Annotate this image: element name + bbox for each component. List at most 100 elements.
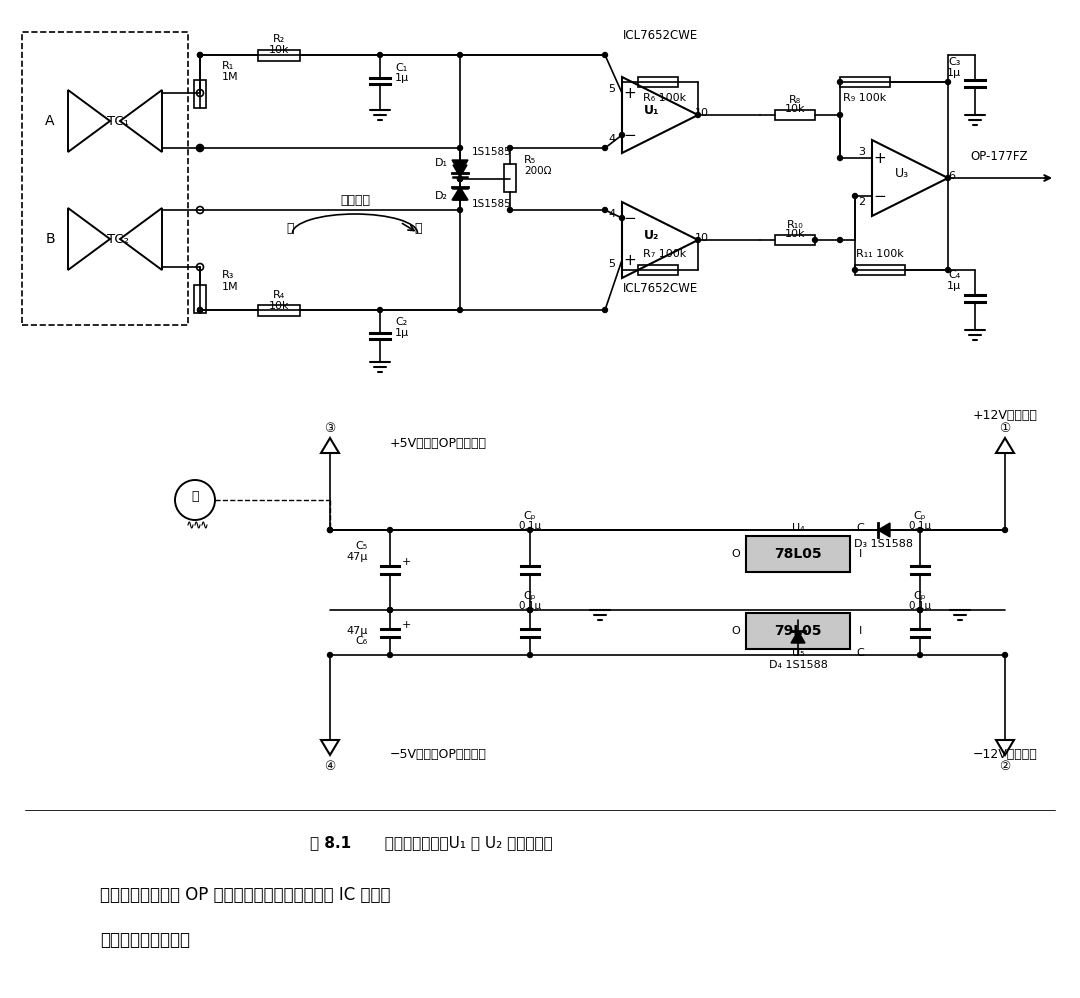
Circle shape [696,238,701,243]
Circle shape [458,146,462,151]
Text: Cₚ: Cₚ [914,511,927,521]
Circle shape [198,146,203,151]
Circle shape [527,653,532,658]
Circle shape [198,307,203,312]
Text: 47μ: 47μ [347,552,368,562]
Circle shape [837,113,842,118]
Text: 10: 10 [696,108,708,118]
Polygon shape [453,165,467,177]
Text: Cₚ: Cₚ [524,511,537,521]
Text: C₆: C₆ [356,636,368,646]
Text: 200Ω: 200Ω [524,166,552,176]
Circle shape [198,307,203,312]
Text: C₄: C₄ [948,270,961,280]
Text: Cₚ: Cₚ [524,591,537,601]
Circle shape [458,208,462,213]
Text: 2: 2 [859,197,865,207]
Text: +: + [402,620,411,630]
Text: TC₂: TC₂ [107,233,129,246]
Text: OP-177FZ: OP-177FZ [970,150,1027,163]
Text: +: + [874,151,887,166]
Text: 10k: 10k [269,301,289,311]
Circle shape [458,177,462,182]
Text: 10: 10 [696,233,708,243]
Circle shape [527,608,532,613]
Circle shape [603,307,607,312]
Text: 1S1585: 1S1585 [472,199,512,209]
Circle shape [327,653,333,658]
Text: R₈: R₈ [788,95,801,105]
Text: O: O [731,626,741,636]
Circle shape [388,528,392,533]
Text: C: C [856,648,864,658]
Text: R₃: R₃ [222,270,234,280]
Text: +5V（到各OP放大器）: +5V（到各OP放大器） [390,436,487,449]
Text: −: − [623,211,636,226]
Circle shape [918,528,922,533]
Text: 高: 高 [415,222,422,235]
Text: 10k: 10k [269,45,289,55]
Text: 0.1μ: 0.1μ [518,521,541,531]
Circle shape [603,146,607,151]
Text: C₅: C₅ [356,541,368,551]
Circle shape [620,133,624,138]
Text: R₅: R₅ [524,155,536,165]
Text: 但是没有任何改善。: 但是没有任何改善。 [100,931,190,949]
Text: R₄: R₄ [273,290,285,300]
Circle shape [918,653,922,658]
Circle shape [918,608,922,613]
Circle shape [620,216,624,221]
Circle shape [378,53,382,58]
Circle shape [945,80,950,85]
Circle shape [1002,653,1008,658]
Text: ③: ③ [324,421,336,434]
Circle shape [527,528,532,533]
Circle shape [1002,528,1008,533]
Text: ICL7652CWE: ICL7652CWE [622,281,698,294]
Text: R₁: R₁ [222,61,234,71]
Text: U₄: U₄ [792,523,805,533]
Polygon shape [453,160,468,173]
Text: ICL7652CWE: ICL7652CWE [622,29,698,42]
Text: C₁: C₁ [395,63,407,73]
Circle shape [918,608,922,613]
Text: +12V输入电源: +12V输入电源 [973,408,1038,421]
Circle shape [603,208,607,213]
Text: U₂: U₂ [645,229,660,242]
Circle shape [603,53,607,58]
Text: 1μ: 1μ [395,328,409,338]
Text: 1S1585: 1S1585 [472,147,512,157]
Text: A: A [45,114,55,128]
Text: R₆ 100k: R₆ 100k [644,93,687,103]
FancyBboxPatch shape [746,536,850,572]
Text: −: − [623,128,636,143]
Text: B: B [45,232,55,246]
Text: R₂: R₂ [273,34,285,44]
Polygon shape [453,188,467,200]
Text: I: I [859,549,862,559]
Text: ②: ② [999,760,1011,773]
Text: Cₚ: Cₚ [914,591,927,601]
Text: −5V（到各OP放大器）: −5V（到各OP放大器） [390,748,487,761]
Polygon shape [791,631,805,643]
Circle shape [198,53,203,58]
Text: D₁: D₁ [435,158,448,168]
Text: 0.1μ: 0.1μ [518,601,541,611]
FancyBboxPatch shape [746,613,850,649]
Text: C₂: C₂ [395,317,407,327]
Text: C₃: C₃ [948,57,961,67]
Text: R₁₁ 100k: R₁₁ 100k [856,249,904,259]
Text: 47μ: 47μ [347,626,368,636]
Circle shape [812,238,818,243]
Text: U₁: U₁ [645,104,660,117]
Text: 热: 热 [191,489,199,503]
Text: 4: 4 [608,209,616,219]
Text: 0.1μ: 0.1μ [908,521,932,531]
Text: I: I [859,626,862,636]
Circle shape [696,113,701,118]
Circle shape [388,608,392,613]
Text: U₅: U₅ [792,648,805,658]
Text: 4: 4 [608,134,616,144]
Text: −12V输入电源: −12V输入电源 [973,748,1038,761]
Circle shape [945,176,950,181]
